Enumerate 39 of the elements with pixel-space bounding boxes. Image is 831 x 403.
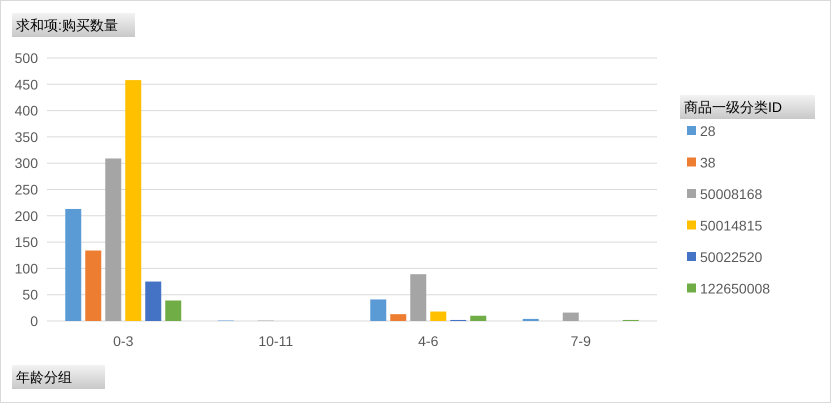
legend-label: 50014815 [700, 218, 763, 234]
legend-label: 122650008 [700, 280, 770, 296]
y-tick-label: 400 [14, 102, 38, 119]
x-tick-label: 4-6 [418, 333, 439, 349]
y-tick-label: 200 [14, 208, 38, 224]
bar [125, 80, 142, 321]
x-tick-label: 0-3 [113, 333, 134, 349]
bar [105, 158, 122, 321]
y-tick-label: 0 [30, 313, 38, 329]
bar [65, 208, 82, 321]
legend-title: 商品一级分类ID [684, 99, 782, 115]
y-tick-label: 50 [22, 286, 38, 303]
bar [470, 316, 486, 321]
legend-label: 28 [700, 123, 716, 139]
field-button: 商品一级分类ID [680, 95, 815, 119]
y-tick-label: 100 [14, 260, 38, 276]
y-tick-label: 300 [14, 155, 38, 172]
bar [390, 314, 406, 321]
bar [145, 282, 162, 321]
x-tick-label: 10-11 [258, 333, 294, 349]
bar [562, 312, 579, 321]
y-tick-label: 450 [14, 76, 38, 92]
legend-label: 50022520 [700, 249, 763, 265]
y-tick-label: 150 [14, 234, 38, 250]
x-tick-label: 7-9 [570, 333, 592, 349]
bar [410, 274, 426, 321]
bar [85, 250, 102, 321]
field-button: 年龄分组 [12, 365, 105, 389]
bar [430, 312, 446, 321]
legend-label: 38 [700, 154, 716, 170]
y-tick-label: 500 [14, 50, 38, 66]
bar [370, 299, 386, 321]
bar [165, 300, 182, 321]
x-axis-title: 年龄分组 [16, 369, 72, 385]
field-button: 求和项:购买数量 [12, 13, 135, 37]
legend-label: 50008168 [700, 186, 763, 202]
y-tick-label: 250 [14, 182, 38, 198]
chart-title: 求和项:购买数量 [16, 17, 118, 33]
y-tick-label: 350 [14, 128, 38, 145]
